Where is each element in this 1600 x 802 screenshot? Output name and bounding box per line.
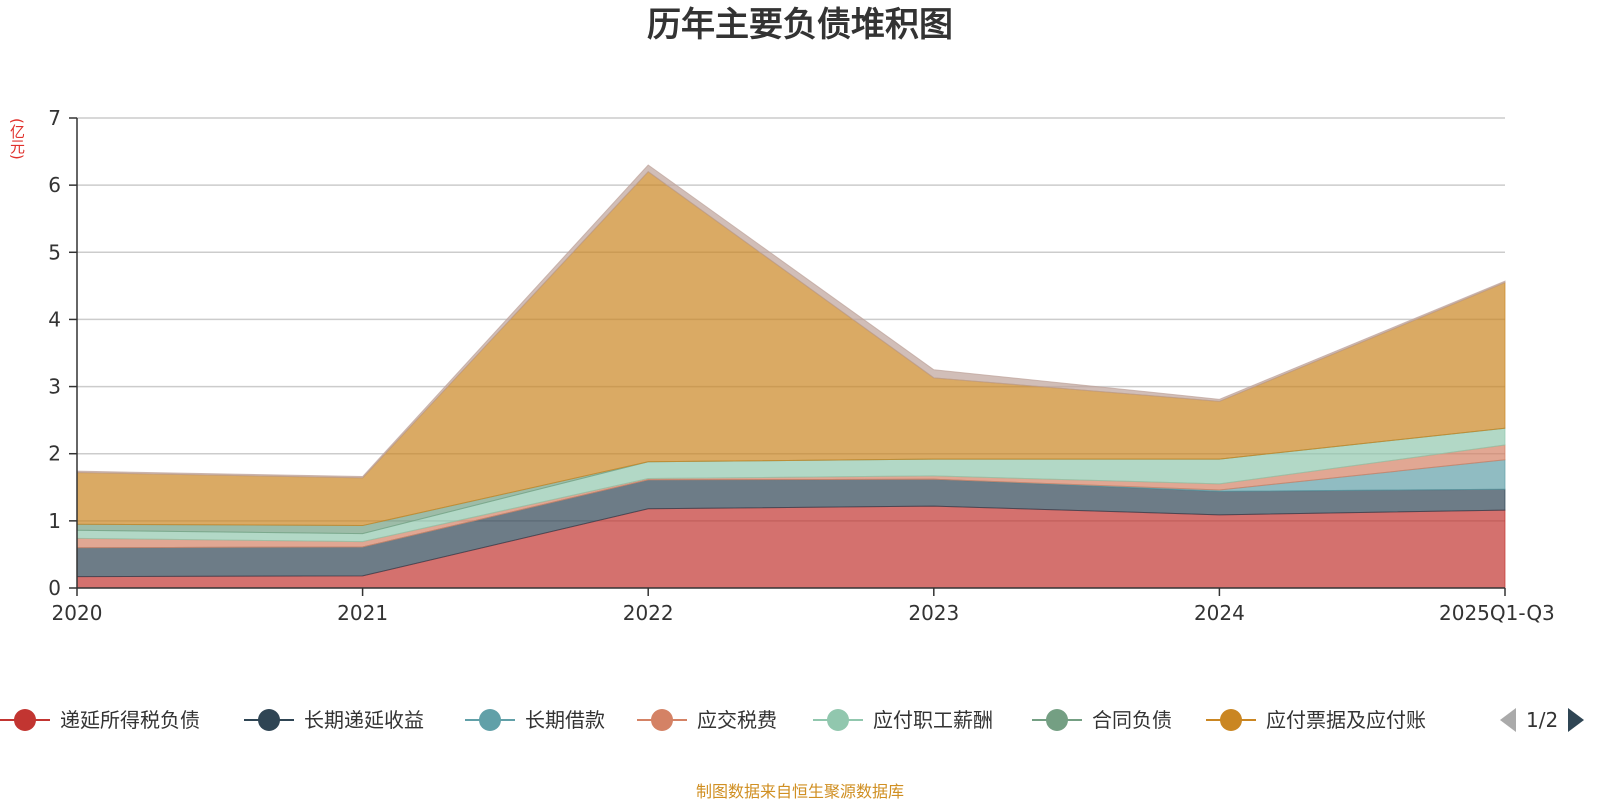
legend-marker-icon bbox=[637, 709, 687, 731]
axes bbox=[76, 118, 1505, 589]
y-tick-label: 1 bbox=[48, 509, 61, 533]
y-tick-labels: 0 1 2 3 4 5 6 7 bbox=[48, 106, 61, 600]
x-tick-label: 2021 bbox=[337, 601, 388, 625]
legend-item[interactable]: 应付职工薪酬 bbox=[813, 704, 993, 736]
y-axis-unit: (亿元) bbox=[8, 118, 26, 160]
y-tick-label: 2 bbox=[48, 442, 61, 466]
legend-item[interactable]: 长期递延收益 bbox=[244, 704, 424, 736]
legend-label: 长期借款 bbox=[525, 708, 605, 732]
y-tick-label: 6 bbox=[48, 173, 61, 197]
chart-plot: 0 1 2 3 4 5 6 7 2020 2021 2022 2023 2024 2025Q1-Q3 bbox=[48, 106, 1555, 625]
chart-title: 历年主要负债堆积图 bbox=[647, 5, 953, 45]
legend-pager: 1/2 bbox=[1498, 704, 1586, 736]
legend-item[interactable]: 应付票据及应付账 bbox=[1206, 704, 1426, 736]
legend-marker-icon bbox=[813, 709, 863, 731]
x-tick-label: 2022 bbox=[623, 601, 674, 625]
legend-marker-icon bbox=[0, 709, 50, 731]
legend-item[interactable]: 合同负债 bbox=[1032, 704, 1172, 736]
legend-label: 递延所得税负债 bbox=[60, 708, 200, 732]
x-tick-label: 2025Q1-Q3 bbox=[1439, 601, 1555, 625]
legend-page-indicator: 1/2 bbox=[1526, 708, 1559, 732]
legend-item[interactable]: 长期借款 bbox=[465, 704, 605, 736]
legend-marker-icon bbox=[465, 709, 515, 731]
legend-item[interactable]: 递延所得税负债 bbox=[0, 704, 200, 736]
legend-label: 长期递延收益 bbox=[304, 708, 424, 732]
source-note: 制图数据来自恒生聚源数据库 bbox=[695, 782, 904, 801]
legend-label: 应交税费 bbox=[697, 708, 777, 732]
x-tick-labels: 2020 2021 2022 2023 2024 2025Q1-Q3 bbox=[52, 588, 1555, 625]
legend: 递延所得税负债 长期递延收益 长期借款 应交税费 应付职工薪酬 合同负债 应付票据及应付账 bbox=[0, 704, 1600, 736]
y-tick-label: 3 bbox=[48, 375, 61, 399]
y-tick-label: 5 bbox=[48, 240, 61, 264]
area-series-8 bbox=[76, 164, 1506, 479]
x-tick-label: 2024 bbox=[1194, 601, 1245, 625]
x-tick-label: 2023 bbox=[908, 601, 959, 625]
y-tick-label: 7 bbox=[48, 106, 61, 130]
legend-next-icon[interactable] bbox=[1566, 706, 1586, 734]
legend-label: 合同负债 bbox=[1092, 708, 1172, 732]
legend-item[interactable]: 应交税费 bbox=[637, 704, 777, 736]
area-series bbox=[76, 164, 1506, 589]
x-tick-label: 2020 bbox=[52, 601, 103, 625]
y-tick-label: 0 bbox=[48, 576, 61, 600]
legend-marker-icon bbox=[1206, 709, 1256, 731]
legend-marker-icon bbox=[1032, 709, 1082, 731]
legend-label: 应付票据及应付账 bbox=[1266, 708, 1426, 732]
legend-marker-icon bbox=[244, 709, 294, 731]
legend-prev-icon[interactable] bbox=[1498, 706, 1518, 734]
legend-label: 应付职工薪酬 bbox=[873, 708, 993, 732]
y-tick-label: 4 bbox=[48, 307, 61, 331]
